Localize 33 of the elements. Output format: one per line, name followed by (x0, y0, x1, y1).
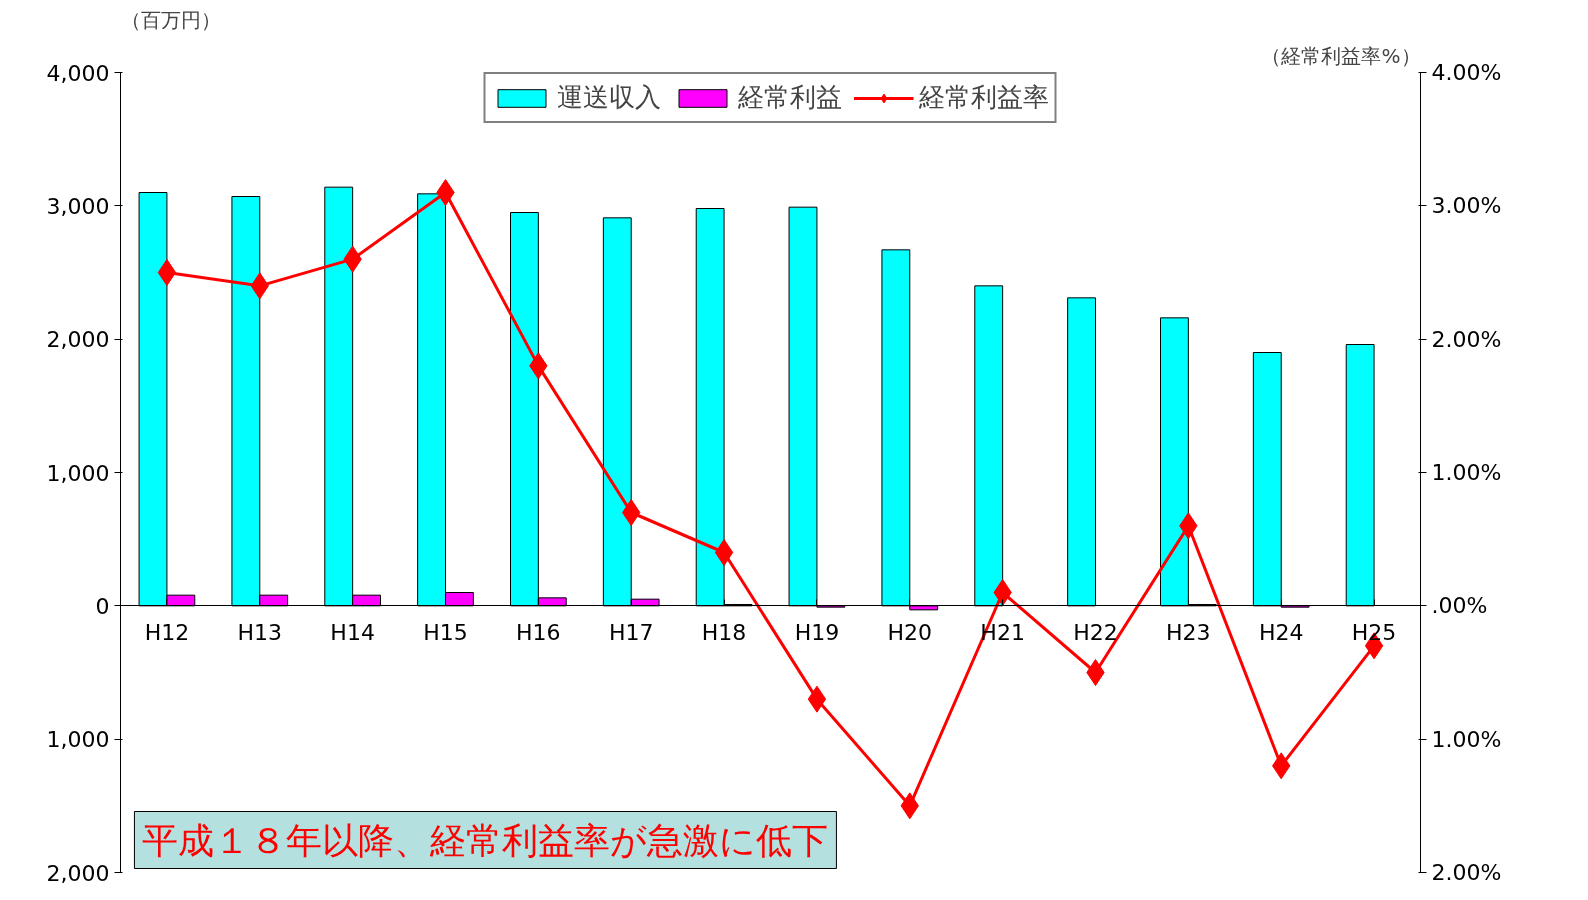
y2-tick-label: 2.00% (1431, 860, 1502, 885)
x-tick-label: H24 (1258, 619, 1304, 645)
y-tick-label: 3,000 (46, 193, 110, 219)
y2-tick-label: 1.00% (1431, 726, 1502, 752)
y2-tick-label: 4.00% (1431, 60, 1502, 85)
x-tick-label: H17 (608, 619, 654, 645)
x-tick-label: H23 (1166, 619, 1211, 645)
x-tick-label: H16 (516, 619, 561, 645)
y2-tick-label: 3.00% (1431, 193, 1502, 219)
x-tick-label: H18 (701, 619, 747, 645)
y2-tick-label: .00% (1431, 593, 1488, 619)
y-tick-label: 2,000 (46, 327, 110, 353)
y-tick-label: 2,000 (46, 860, 110, 886)
x-tick-label: H22 (1073, 619, 1118, 645)
x-tick-label: H20 (887, 619, 933, 645)
y2-axis-title: （経常利益率%） (1261, 43, 1421, 68)
y-axis-title: （百万円） (120, 7, 221, 32)
y-tick-label: 1,000 (46, 460, 110, 486)
legend-label: 運送収入 (556, 81, 661, 114)
legend-label: 経常利益率 (918, 81, 1049, 114)
y2-tick-label: 1.00% (1431, 460, 1502, 485)
x-tick-label: H14 (330, 619, 375, 645)
y-tick-label: 0 (95, 593, 110, 619)
y-tick-label: 1,000 (46, 727, 110, 753)
legend-label: 経常利益 (737, 81, 842, 114)
x-tick-label: H25 (1351, 619, 1397, 645)
annotation: 平成１８年以降、経常利益率が急激に低下 (142, 819, 829, 861)
x-tick-label: H19 (794, 619, 840, 645)
y2-tick-label: 2.00% (1431, 326, 1502, 352)
y-tick-label: 4,000 (46, 60, 110, 86)
x-tick-label: H15 (423, 619, 468, 645)
x-tick-label: H12 (144, 619, 190, 645)
x-tick-label: H13 (237, 619, 283, 645)
